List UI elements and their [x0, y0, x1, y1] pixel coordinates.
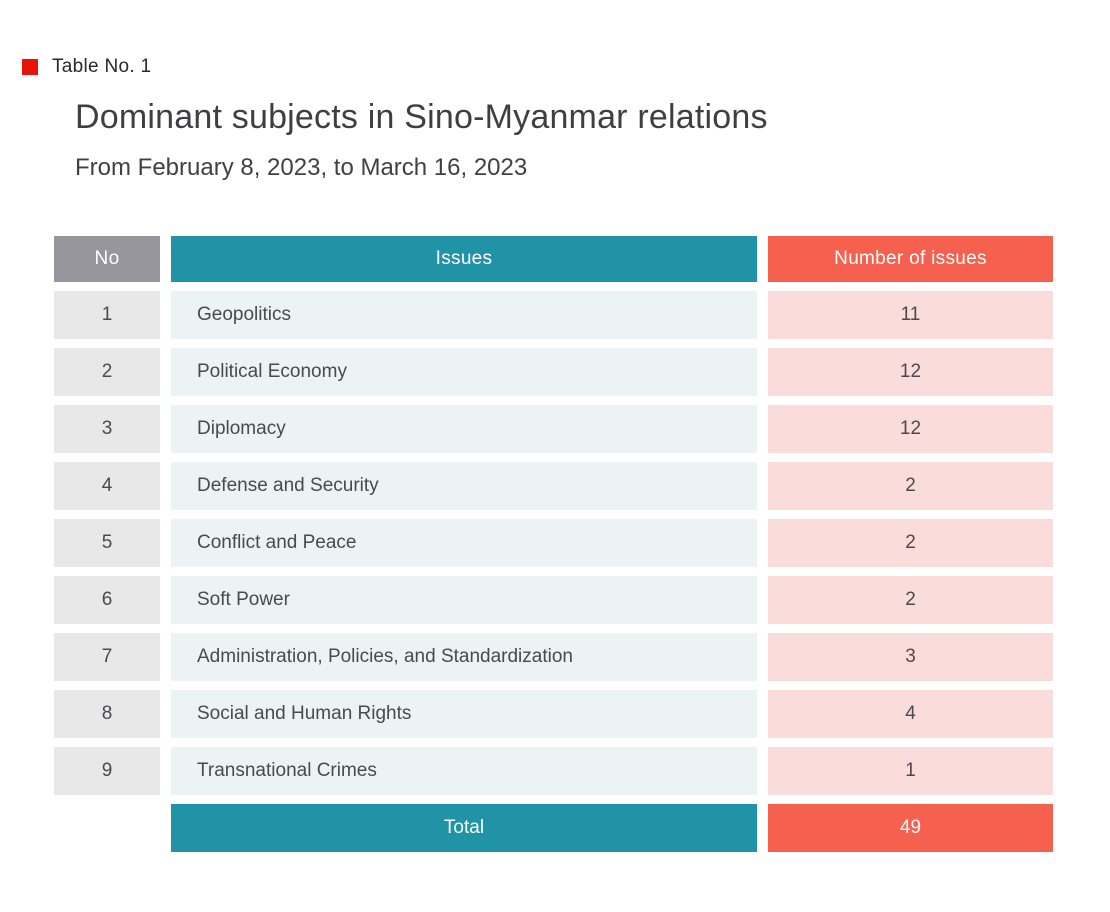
- total-label: Total: [171, 804, 757, 852]
- row-number-cell: 3: [54, 405, 160, 453]
- issue-cell: Soft Power: [171, 576, 757, 624]
- page-title: Dominant subjects in Sino-Myanmar relati…: [75, 98, 768, 136]
- issue-cell: Transnational Crimes: [171, 747, 757, 795]
- count-cell: 12: [768, 405, 1053, 453]
- row-number-cell: 5: [54, 519, 160, 567]
- issue-cell: Administration, Policies, and Standardiz…: [171, 633, 757, 681]
- column-header-issues: Issues: [171, 236, 757, 282]
- issue-cell: Geopolitics: [171, 291, 757, 339]
- issue-cell: Conflict and Peace: [171, 519, 757, 567]
- row-number-cell: 7: [54, 633, 160, 681]
- count-cell: 11: [768, 291, 1053, 339]
- row-number-cell: 6: [54, 576, 160, 624]
- count-cell: 2: [768, 462, 1053, 510]
- column-header-count: Number of issues: [768, 236, 1053, 282]
- row-number-cell: 4: [54, 462, 160, 510]
- total-value: 49: [768, 804, 1053, 852]
- count-cell: 2: [768, 519, 1053, 567]
- row-number-cell: 1: [54, 291, 160, 339]
- issue-cell: Defense and Security: [171, 462, 757, 510]
- red-square-icon: [22, 59, 38, 75]
- issues-table: No Issues Number of issues 1 Geopolitics…: [54, 236, 1053, 852]
- count-cell: 4: [768, 690, 1053, 738]
- count-cell: 1: [768, 747, 1053, 795]
- row-number-cell: 9: [54, 747, 160, 795]
- table-tag: Table No. 1: [22, 56, 151, 78]
- page-subtitle: From February 8, 2023, to March 16, 2023: [75, 154, 528, 181]
- table-tag-label: Table No. 1: [52, 56, 152, 77]
- count-cell: 12: [768, 348, 1053, 396]
- total-row-spacer: [54, 804, 160, 852]
- column-header-no: No: [54, 236, 160, 282]
- count-cell: 2: [768, 576, 1053, 624]
- issue-cell: Political Economy: [171, 348, 757, 396]
- count-cell: 3: [768, 633, 1053, 681]
- row-number-cell: 8: [54, 690, 160, 738]
- issue-cell: Diplomacy: [171, 405, 757, 453]
- row-number-cell: 2: [54, 348, 160, 396]
- issue-cell: Social and Human Rights: [171, 690, 757, 738]
